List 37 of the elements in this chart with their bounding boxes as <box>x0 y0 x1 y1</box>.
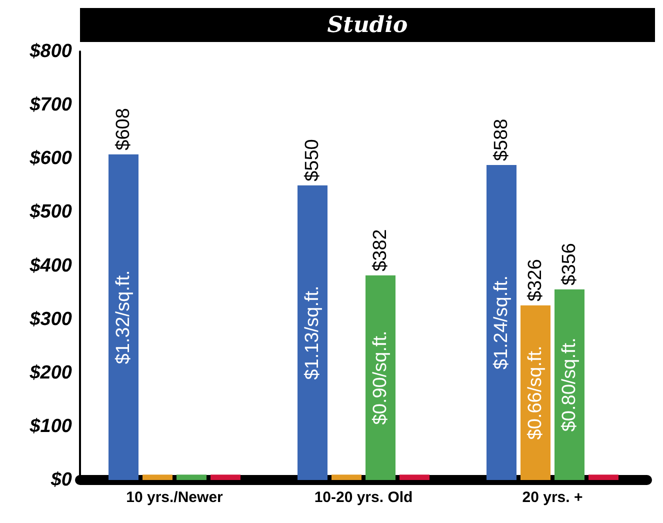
bar <box>400 474 430 480</box>
bar <box>588 474 618 480</box>
data-label: $608 <box>113 108 134 150</box>
y-tick-label: $600 <box>28 148 72 170</box>
bar <box>298 185 328 480</box>
bar <box>366 275 396 480</box>
bar <box>520 305 550 480</box>
bar <box>554 289 584 480</box>
bar <box>332 474 362 480</box>
data-label: $550 <box>302 139 323 182</box>
y-tick-label: $200 <box>28 362 72 384</box>
y-tick-label: $0 <box>50 470 72 490</box>
y-tick-label: $800 <box>28 41 72 62</box>
bar <box>486 165 516 480</box>
bar <box>176 474 206 480</box>
y-tick-label: $400 <box>28 255 72 276</box>
annotation: $1.24/sq.ft. <box>491 276 512 370</box>
data-label: $356 <box>559 243 580 286</box>
y-tick-label: $300 <box>28 308 72 330</box>
annotation: $0.66/sq.ft. <box>525 346 546 440</box>
annotation: $1.32/sq.ft. <box>113 270 134 364</box>
annotation: $0.90/sq.ft. <box>370 330 391 425</box>
y-tick-label: $700 <box>28 94 72 116</box>
data-label: $382 <box>370 229 391 272</box>
x-tick-label: 10 yrs./Newer <box>126 489 224 506</box>
x-tick-label: 20 yrs. + <box>522 489 583 506</box>
data-label: $588 <box>491 118 512 162</box>
bar <box>142 474 172 480</box>
bar <box>210 474 240 480</box>
chart-title: Studio <box>80 8 655 42</box>
annotation: $0.80/sq.ft. <box>559 338 580 432</box>
data-label: $326 <box>525 259 546 302</box>
y-tick-label: $500 <box>28 202 72 223</box>
y-tick-label: $100 <box>28 416 72 437</box>
annotation: $1.13/sq.ft. <box>302 286 323 380</box>
bar <box>108 154 138 480</box>
x-tick-label: 10-20 yrs. Old <box>314 489 413 506</box>
